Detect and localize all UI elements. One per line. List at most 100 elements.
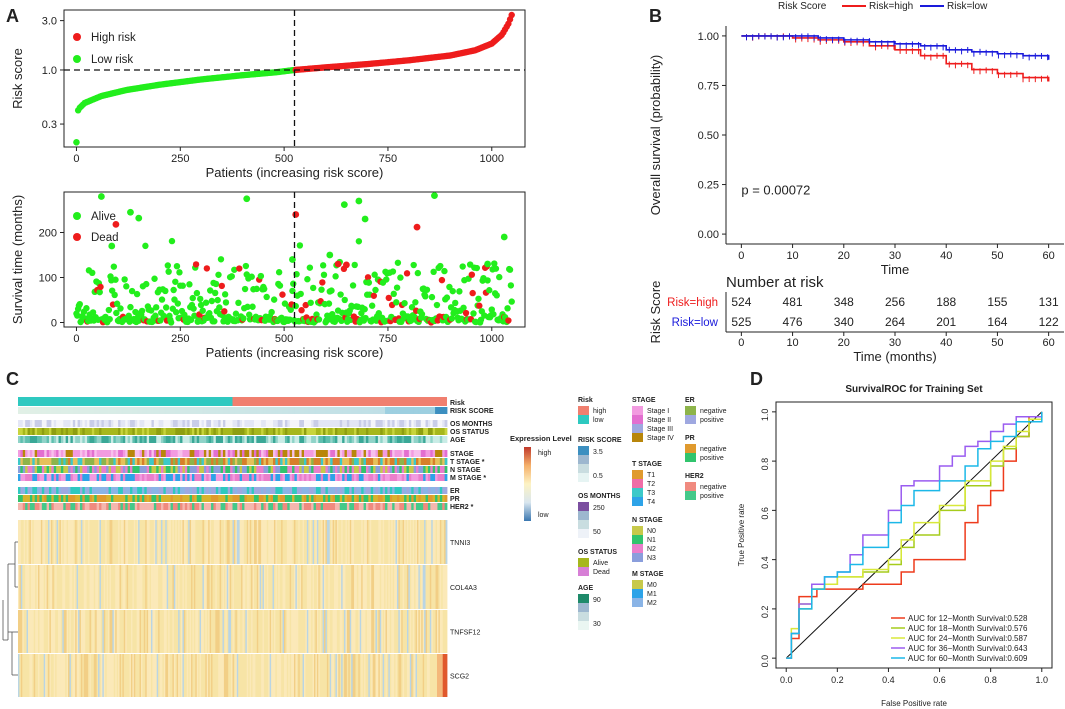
annotation-cell [44,428,47,435]
annotation-cell [308,450,312,457]
annotation-cell [172,503,176,510]
annotation-cell [242,474,245,481]
heatmap-cell [424,565,426,609]
annotation-cell [234,474,238,481]
heatmap-cell [381,610,384,653]
annotation-cell [163,487,167,494]
heatmap-cell [100,654,103,697]
annotation-cell [270,487,274,494]
heatmap-cell [283,520,286,564]
annotation-cell [91,450,95,457]
alive-point [242,262,250,270]
heatmap-cell [192,520,195,564]
heatmap-cell [119,610,122,653]
heatmap-cell [148,654,150,697]
heatmap-cell [275,654,278,697]
annotation-cell [249,487,252,494]
annotation-cell [435,420,438,427]
annotation-cell [34,487,38,494]
expression-legend-bar [524,447,531,521]
score-cell [182,407,186,414]
heatmap-cell [405,565,408,609]
score-cell [96,407,100,414]
annotation-cell [299,495,303,502]
score-cell [323,407,326,414]
heatmap-cell [324,565,326,609]
heatmap-cell [203,520,206,564]
heatmap-cell [302,565,305,609]
alive-point [212,280,220,288]
heatmap-cell [236,654,239,697]
heatmap-cell [285,565,288,609]
annotation-cell [368,436,372,443]
alive-point [276,282,284,289]
annotation-cell [94,466,98,473]
annotation-cell [368,428,372,435]
annotation-cell [203,495,207,502]
annotation-cell [411,466,415,473]
annotation-cell [139,436,143,443]
heatmap-cell [66,654,69,697]
annotation-cell [87,450,90,457]
score-cell [258,407,262,414]
annotation-cell [244,420,248,427]
annotation-cell [163,458,167,465]
risk-table-value: 481 [783,295,803,309]
annotation-cell [120,436,124,443]
heatmap-cell [115,565,118,609]
annotation-cell [311,487,314,494]
heatmap-cell [253,565,256,609]
roc-title: SurvivalROC for Training Set [845,384,983,395]
annotation-cell [263,474,267,481]
roc-y-axis-label: True Positive rate [737,503,746,566]
annotation-cell [230,487,233,494]
annotation-cell [270,428,274,435]
annotation-cell [368,495,372,502]
score-cell [213,407,217,414]
annotation-cell [53,495,57,502]
annotation-cell [149,420,152,427]
annotation-cell [153,487,157,494]
legend-item: Stage II [647,417,671,424]
risk-points [73,11,515,146]
heatmap-cell [246,565,249,609]
annotation-cell [63,420,67,427]
heatmap-cell [424,610,426,653]
annotation-cell [406,458,410,465]
heatmap-cell [235,654,238,697]
heatmap-cell [345,610,348,653]
annotation-cell [18,495,21,502]
annotation-cell [304,495,307,502]
heatmap-cell [65,565,68,609]
score-cell [280,407,283,414]
annotation-cell [84,487,88,494]
annotation-cell [363,436,367,443]
annotation-cell [158,420,162,427]
annotation-cell [22,436,26,443]
annotation-cell [437,495,441,502]
annotation-cell [99,436,102,443]
heatmap-cell [139,520,142,564]
heatmap-cell [364,520,366,564]
annotation-cell [435,474,438,481]
heatmap-cell [266,654,269,697]
annotation-cell [225,503,229,510]
heatmap-cell [415,610,418,653]
heatmap-cell [225,520,228,564]
heatmap-cell [316,654,319,697]
score-cell [177,407,181,414]
heatmap-cell [96,654,99,697]
annotation-cell [392,487,395,494]
annotation-cell [89,474,93,481]
annotation-cell [365,450,369,457]
annotation-cell [175,466,179,473]
heatmap-cell [399,610,402,653]
annotation-cell [184,428,188,435]
annotation-cell [358,466,362,473]
heatmap-cell [395,654,398,697]
annotation-cell [22,450,26,457]
heatmap-cell [258,610,261,653]
annotation-cell [299,420,303,427]
heatmap-cell [153,654,156,697]
annotation-cell [392,458,395,465]
